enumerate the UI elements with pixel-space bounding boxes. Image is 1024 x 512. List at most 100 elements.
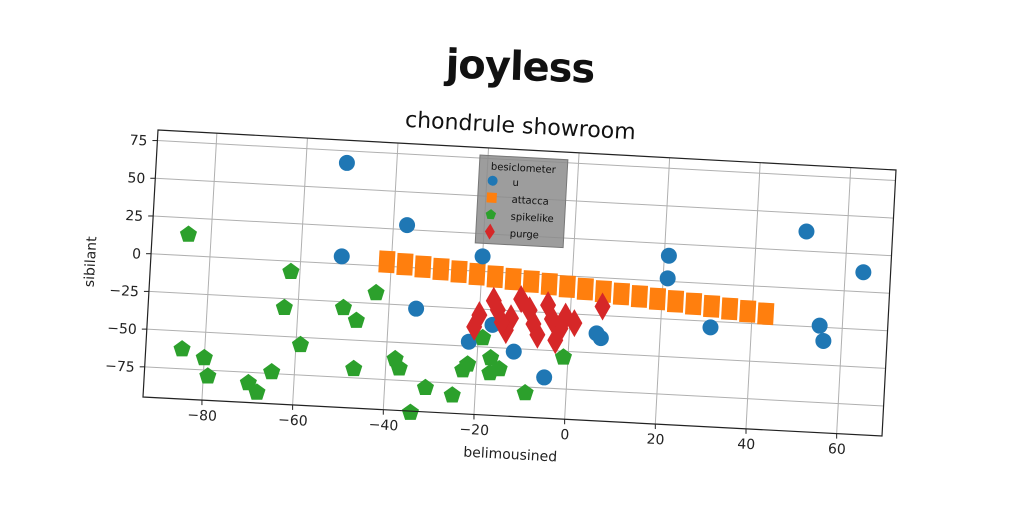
data-point-u	[536, 369, 553, 386]
data-point-spikelike	[263, 363, 281, 380]
x-tick-label: −60	[278, 412, 308, 430]
data-point-purge	[566, 309, 583, 338]
legend-label-spikelike: spikelike	[510, 212, 554, 225]
data-point-spikelike	[401, 403, 419, 420]
y-tick-label: 75	[129, 133, 148, 150]
data-point-attacca	[468, 262, 486, 286]
x-axis-ticks: −80 −60 −40 −20 0 20 40 60	[187, 400, 846, 458]
x-tick-label: 40	[737, 436, 756, 453]
data-point-attacca	[594, 280, 612, 303]
legend-swatch-spikelike	[485, 209, 497, 220]
y-axis-ticks: −75 −50 −25 0 25 50 75	[105, 133, 158, 376]
data-point-spikelike	[490, 360, 508, 377]
data-point-u	[659, 270, 676, 287]
data-point-u	[855, 264, 872, 281]
y-tick-label: −25	[109, 283, 139, 301]
data-point-attacca	[648, 287, 667, 311]
data-point-spikelike	[239, 373, 257, 391]
data-point-attacca	[576, 277, 594, 301]
data-point-u	[338, 154, 355, 171]
data-point-spikelike	[275, 298, 293, 315]
y-axis-label: sibilant	[82, 235, 101, 287]
legend-frame	[474, 154, 569, 249]
series-purge	[466, 285, 611, 355]
data-point-u	[505, 343, 522, 360]
data-point-attacca	[703, 294, 721, 318]
data-point-attacca	[558, 275, 576, 298]
y-tick-label: 0	[132, 246, 142, 262]
y-tick-label: −50	[107, 321, 137, 339]
data-point-attacca	[522, 270, 540, 294]
data-point-spikelike	[443, 386, 461, 403]
x-gridline	[745, 162, 761, 429]
data-point-attacca	[450, 260, 468, 284]
data-point-spikelike	[291, 335, 309, 353]
data-point-attacca	[666, 289, 685, 313]
y-tick-label: −75	[105, 358, 135, 376]
legend-swatch-u	[487, 175, 498, 186]
data-point-u	[660, 247, 677, 264]
series-attacca	[378, 250, 775, 326]
x-tick-label: −40	[368, 417, 398, 435]
chart-title: chondrule showroom	[404, 108, 636, 145]
x-tick-label: 0	[560, 427, 570, 443]
data-point-spikelike	[347, 311, 365, 328]
data-point-attacca	[757, 302, 775, 326]
data-point-attacca	[414, 255, 432, 279]
legend-label-attacca: attacca	[511, 195, 549, 208]
x-gridline	[382, 142, 399, 410]
y-tick-label: 25	[125, 208, 144, 225]
data-point-attacca	[739, 299, 757, 323]
data-point-spikelike	[416, 378, 434, 395]
data-point-spikelike	[248, 383, 266, 400]
legend-title: besiclometer	[491, 162, 557, 177]
data-point-u	[811, 317, 828, 334]
data-point-attacca	[378, 250, 396, 274]
data-point-u	[474, 248, 491, 265]
x-gridline	[836, 167, 852, 434]
data-point-spikelike	[282, 262, 300, 279]
data-point-purge	[493, 308, 510, 337]
legend-label-u: u	[512, 178, 519, 189]
data-point-u	[399, 217, 416, 234]
data-point-attacca	[540, 272, 558, 296]
data-point-attacca	[612, 282, 630, 306]
legend-label-purge: purge	[509, 229, 539, 242]
data-point-spikelike	[345, 359, 363, 377]
data-point-attacca	[486, 265, 504, 289]
data-point-u	[592, 330, 609, 347]
data-point-spikelike	[390, 359, 408, 376]
x-gridline	[292, 138, 308, 405]
data-point-u	[408, 300, 425, 317]
data-point-attacca	[630, 285, 649, 308]
data-point-spikelike	[459, 355, 477, 372]
data-point-u	[815, 332, 832, 349]
axes-frame	[142, 129, 897, 437]
data-point-u	[702, 319, 719, 336]
data-point-purge	[547, 326, 564, 355]
data-point-purge	[466, 312, 483, 341]
x-tick-label: 60	[828, 441, 847, 458]
legend-swatch-purge	[484, 223, 495, 240]
x-tick-label: −80	[187, 407, 217, 425]
data-point-spikelike	[516, 384, 534, 401]
data-point-u	[333, 248, 350, 265]
data-point-attacca	[504, 267, 522, 291]
data-point-spikelike	[334, 298, 352, 316]
data-point-spikelike	[173, 340, 191, 357]
data-point-attacca	[432, 257, 450, 281]
data-point-spikelike	[482, 349, 500, 366]
data-point-spikelike	[367, 283, 385, 301]
data-point-attacca	[396, 252, 414, 276]
x-axis-label: belimousined	[463, 444, 558, 465]
data-point-purge	[594, 292, 611, 321]
data-point-spikelike	[179, 225, 197, 242]
x-tick-label: −20	[459, 422, 489, 440]
data-point-u	[798, 223, 815, 240]
data-point-spikelike	[199, 367, 217, 384]
y-tick-label: 50	[127, 170, 146, 187]
data-point-spikelike	[195, 348, 213, 366]
